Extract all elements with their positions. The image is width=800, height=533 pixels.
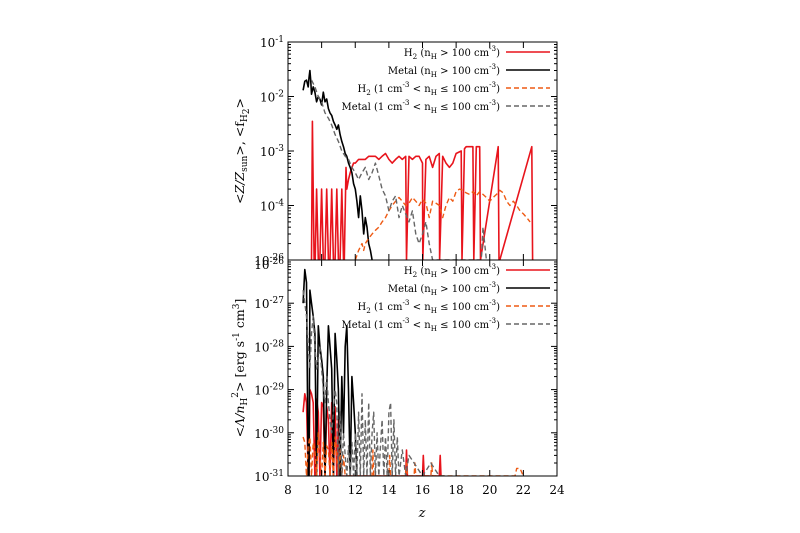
y-tick-label: 10-26 [254,253,284,268]
series-line-top-4 [310,79,488,260]
x-tick-label: 18 [448,483,463,497]
legend-label: Metal (nH > 100 cm-3) [388,280,500,297]
y-tick-label: 10-4 [260,199,284,214]
y-tick-label: 10-29 [254,383,284,398]
x-tick-label: 22 [516,483,531,497]
x-tick-label: 16 [415,483,430,497]
series-line-top-3 [354,188,531,260]
series-line-bottom-1 [302,388,442,476]
x-tick-label: 10 [314,483,329,497]
y-tick-label: 10-1 [260,35,284,50]
y-tick-label: 10-31 [254,469,284,484]
legend-label: H2 (nH > 100 cm-3) [404,262,500,279]
legend-label: H2 (1 cm-3 < nH ≤ 100 cm-3) [357,298,500,315]
y-tick-label: 10-28 [254,339,284,354]
y-tick-label: 10-27 [254,296,284,311]
legend-label: Metal (nH > 100 cm-3) [388,62,500,79]
series-line-bottom-4 [302,290,448,476]
legend-label: H2 (1 cm-3 < nH ≤ 100 cm-3) [357,80,500,97]
x-tick-label: 14 [381,483,397,497]
x-axis: 8 10 12 14 16 18 20 22 24 [284,483,565,497]
x-tick-label: 24 [549,483,565,497]
y-axis-label: <Z/Zsun>, <fH2> [232,98,252,204]
legend-label: H2 (nH > 100 cm-3) [404,44,500,61]
y-tick-label: 10-30 [254,426,284,441]
y-axis-label: <Λ/nH2> [erg s-1 cm3] [231,299,250,438]
series-line-top-2 [302,69,373,260]
series-line-bottom-3 [302,432,525,476]
y-tick-label: 10-26 [254,257,284,272]
x-tick-label: 12 [348,483,363,497]
series-line-bottom-2 [302,268,358,476]
bottom-panel: 10-31 10-30 10-29 10-28 10-27 10-26 <Λ/nH2> [e… [231,257,558,484]
top-panel: 10-26 10-4 10-3 10-2 10-1 <Z/Zsun>, <fH2> H2 (… [232,35,558,268]
x-tick-label: 8 [284,483,292,497]
legend-label: Metal (1 cm-3 < nH ≤ 100 cm-3) [341,98,500,115]
x-tick-label: 20 [482,483,497,497]
series-line-top-1 [310,120,534,260]
x-axis-label: z [418,506,426,521]
legend-label: Metal (1 cm-3 < nH ≤ 100 cm-3) [341,316,500,333]
y-tick-label: 10-2 [260,90,284,105]
y-tick-label: 10-3 [260,144,284,159]
